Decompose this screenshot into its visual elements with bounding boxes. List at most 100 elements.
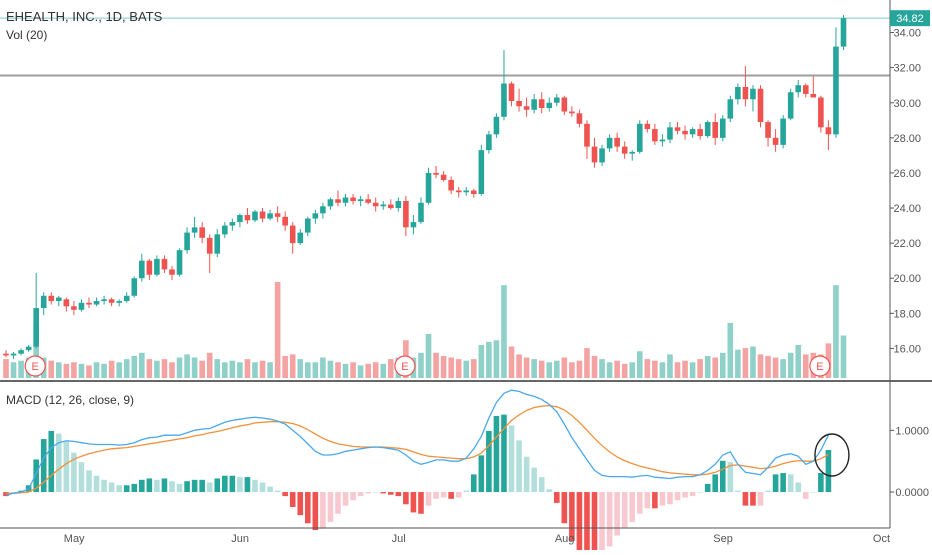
candle-body: [56, 297, 62, 302]
candle-body: [508, 83, 515, 101]
candle-body: [674, 127, 681, 131]
candle-body: [735, 86, 741, 100]
date-label: Aug: [555, 533, 575, 545]
candle-body: [154, 258, 160, 275]
macd-hist-bar: [327, 492, 334, 522]
volume-bar: [425, 333, 432, 378]
candle-body: [538, 99, 545, 109]
candle-body: [516, 101, 522, 107]
macd-hist-bar: [455, 492, 462, 498]
candle-body: [636, 123, 643, 152]
macd-hist-bar: [682, 492, 688, 498]
macd-hist-bar: [71, 452, 77, 493]
price-pane-header: EHEALTH, INC., 1D, BATS Vol (20): [6, 8, 162, 45]
candle-body: [772, 137, 779, 145]
date-label: Oct: [873, 533, 890, 545]
volume-bar: [802, 354, 809, 378]
candle-body: [553, 97, 560, 103]
candle-body: [274, 213, 281, 217]
volume-bar: [455, 359, 462, 378]
volume-bar: [252, 362, 258, 378]
macd-hist-bar: [727, 462, 734, 493]
volume-label[interactable]: Vol (20): [6, 28, 48, 42]
macd-hist-bar: [78, 462, 85, 493]
symbol-title[interactable]: EHEALTH, INC., 1D, BATS: [6, 9, 163, 24]
macd-hist-bar: [357, 492, 364, 497]
circle-annotation: [814, 433, 850, 477]
candle-body: [387, 204, 394, 209]
macd-hist-bar: [116, 485, 122, 493]
volume-bar: [523, 357, 530, 378]
candle-body: [584, 123, 590, 147]
candle-body: [818, 97, 824, 128]
candle-body: [659, 139, 666, 142]
volume-bar: [448, 357, 454, 378]
macd-hist-bar: [531, 467, 537, 493]
macd-hist-bar: [199, 479, 205, 493]
candle-body: [146, 260, 153, 275]
candle-body: [765, 122, 771, 138]
macd-hist-bar: [501, 414, 507, 493]
last-price-badge-label: 34.82: [896, 13, 924, 25]
candle-body: [833, 46, 839, 135]
macd-hist-bar: [621, 492, 628, 528]
candle-body: [71, 306, 77, 310]
volume-bar: [297, 359, 304, 378]
macd-hist-bar: [154, 479, 160, 493]
macd-hist-bar: [387, 492, 394, 495]
volume-bar: [131, 355, 138, 378]
volume-bar: [584, 348, 590, 378]
macd-hist-bar: [312, 492, 319, 531]
macd-hist-bar: [206, 482, 213, 493]
macd-hist-bar: [667, 492, 673, 505]
volume-bar: [531, 359, 537, 378]
macd-hist-bar: [719, 460, 726, 493]
macd-hist-bar: [523, 456, 530, 493]
macd-hist-bar: [108, 482, 115, 493]
price-tick-label: 24.00: [893, 203, 921, 215]
macd-hist-bar: [576, 492, 583, 551]
volume-bar: [335, 362, 341, 378]
volume-bar: [63, 363, 70, 378]
macd-hist-bar: [3, 492, 9, 497]
candle-body: [787, 92, 794, 119]
macd-hist-bar: [735, 490, 741, 493]
macd-hist-bar: [440, 492, 447, 498]
candle-body: [365, 199, 371, 203]
volume-bar: [342, 363, 349, 378]
volume-bar: [840, 335, 847, 378]
candle-body: [576, 113, 583, 124]
volume-bar: [644, 359, 651, 378]
date-label: Jun: [231, 533, 249, 545]
candle-body: [682, 130, 688, 135]
macd-hist-bar: [146, 478, 153, 493]
macd-hist-bar: [176, 483, 183, 493]
earnings-marker-label: E: [32, 361, 39, 373]
date-label: Sep: [713, 533, 733, 545]
macd-hist-bar: [372, 492, 379, 493]
volume-bar: [312, 362, 319, 378]
macd-hist-bar: [418, 492, 424, 514]
volume-bar: [772, 357, 779, 378]
volume-bar: [380, 363, 387, 378]
volume-bar: [787, 352, 794, 378]
macd-histogram: [3, 414, 832, 555]
volume-bar: [282, 355, 288, 378]
price-tick-label: 22.00: [893, 238, 921, 250]
volume-bar: [191, 357, 198, 378]
macd-hist-bar: [48, 430, 55, 493]
macd-pane-header[interactable]: MACD (12, 26, close, 9): [6, 393, 135, 407]
volume-bar: [599, 359, 605, 378]
candle-body: [704, 122, 711, 137]
macd-hist-bar: [802, 492, 809, 499]
volume-bar: [470, 359, 477, 378]
candle-body: [305, 218, 311, 233]
macd-lines: [5, 389, 850, 496]
candle-body: [297, 232, 304, 244]
candle-body: [78, 302, 85, 310]
earnings-marker: [809, 355, 831, 377]
candle-body: [410, 222, 417, 228]
macd-hist-bar: [712, 474, 719, 493]
